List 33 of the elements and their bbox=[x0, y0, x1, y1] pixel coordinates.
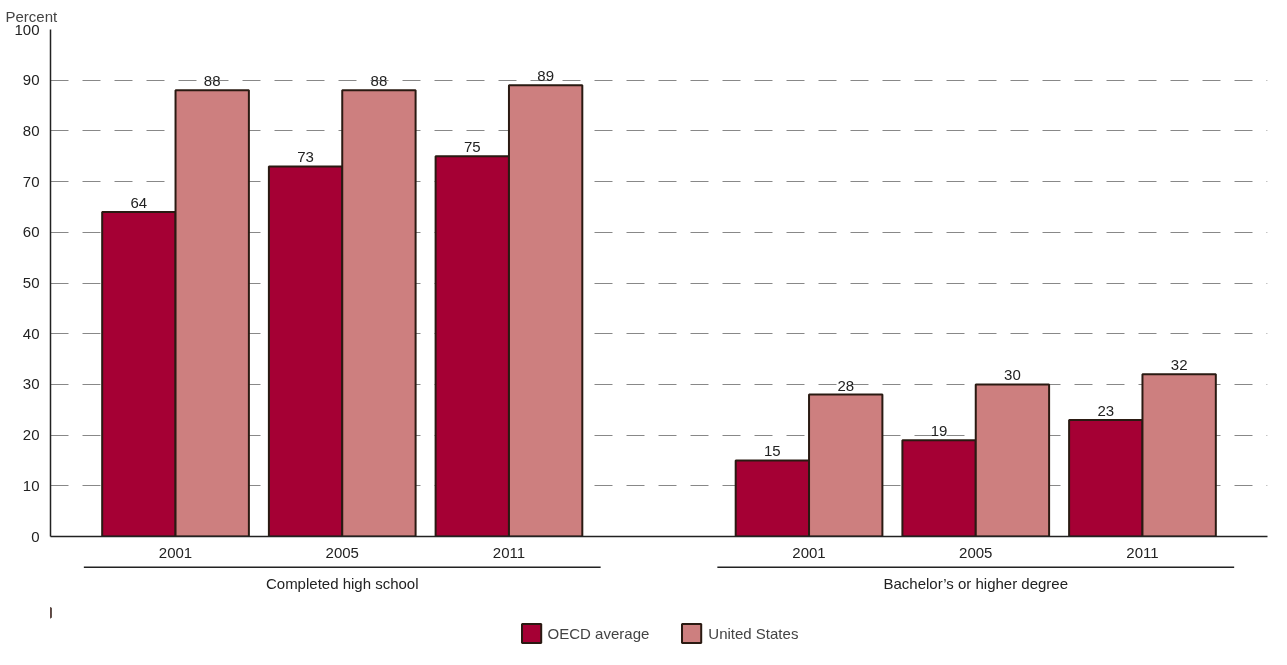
data-label: 23 bbox=[1097, 401, 1115, 419]
y-tick-label: 70 bbox=[22, 172, 40, 190]
y-tick-label: 80 bbox=[22, 121, 40, 139]
y-tick-label: 0 bbox=[31, 527, 40, 545]
y-tick-label: 60 bbox=[22, 223, 40, 241]
data-label: 73 bbox=[297, 148, 314, 166]
y-tick-label: 10 bbox=[22, 476, 40, 494]
y-axis-title: Percent bbox=[5, 7, 59, 25]
text: Completed high school bbox=[265, 574, 419, 592]
x-tick-label: 2005 bbox=[959, 543, 993, 561]
data-label: 30 bbox=[1004, 366, 1021, 384]
legend-label: OECD average bbox=[547, 624, 650, 642]
x-tick-label: 2005 bbox=[325, 543, 359, 561]
x-tick-label: 2001 bbox=[158, 543, 193, 561]
y-tick-label: 20 bbox=[22, 426, 40, 444]
y-tick-label: 50 bbox=[22, 274, 40, 291]
x-tick-label: 2011 bbox=[492, 543, 526, 561]
data-label: 88 bbox=[203, 72, 221, 90]
text: Bachelor’s or higher degree bbox=[883, 574, 1069, 592]
x-tick-label: 2011 bbox=[1126, 543, 1159, 561]
data-label: 19 bbox=[930, 422, 948, 440]
legend-label: United States bbox=[708, 624, 799, 642]
y-tick-label: 30 bbox=[22, 375, 40, 393]
y-tick-label: 90 bbox=[22, 71, 40, 89]
data-label: 15 bbox=[764, 442, 781, 460]
data-label: 32 bbox=[1170, 356, 1188, 374]
data-label: 75 bbox=[463, 138, 481, 156]
y-tick-label: 40 bbox=[22, 324, 40, 342]
data-label: 88 bbox=[370, 72, 388, 90]
x-tick-label: 2001 bbox=[792, 543, 826, 561]
data-label: 64 bbox=[130, 194, 148, 212]
data-label: 89 bbox=[537, 67, 554, 85]
data-label: 28 bbox=[837, 376, 855, 394]
